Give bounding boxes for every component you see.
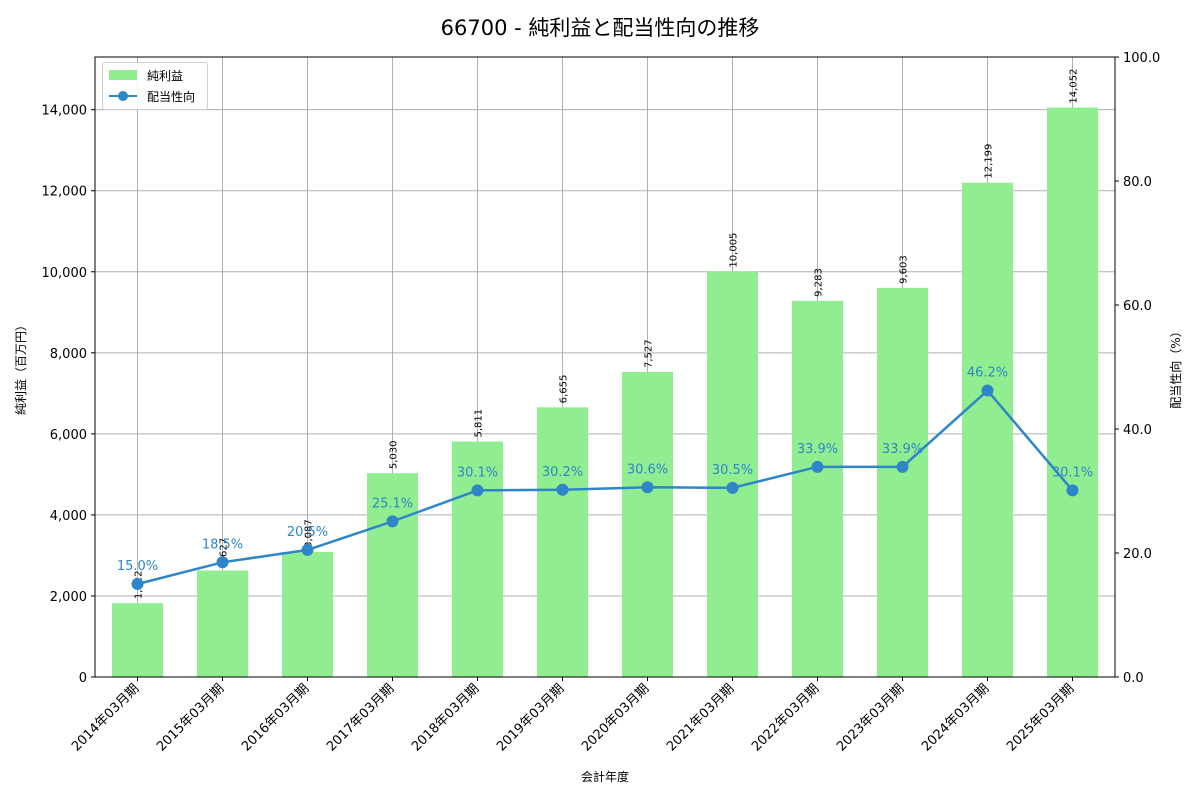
bar-net-income — [1047, 107, 1098, 677]
bar-net-income — [282, 551, 333, 677]
y2-tick-label: 20.0 — [1123, 547, 1152, 562]
payout-ratio-marker — [896, 460, 909, 473]
bar-value-label: 9,603 — [899, 255, 910, 284]
y-tick-label: 4,000 — [50, 509, 87, 524]
bar-net-income — [792, 300, 843, 677]
payout-ratio-marker — [1066, 484, 1079, 497]
legend-label: 純利益 — [147, 68, 184, 83]
y-axis-label: 純利益（百万円） — [14, 319, 28, 415]
x-tick-label: 2023年03月期 — [834, 681, 907, 754]
bar-value-label: 12,199 — [984, 144, 995, 179]
legend-item-net-income: 純利益 — [109, 66, 183, 84]
plot-frame — [94, 56, 1116, 678]
x-tick-label: 2022年03月期 — [749, 681, 822, 754]
bar-net-income — [877, 287, 928, 677]
bar-net-income — [622, 371, 673, 677]
legend-label: 配当性向 — [147, 89, 196, 104]
bar-value-label: 14,052 — [1069, 69, 1080, 104]
x-tick-label: 2025年03月期 — [1004, 681, 1077, 754]
bar-swatch-icon — [109, 70, 137, 80]
payout-ratio-label: 15.0% — [117, 559, 158, 574]
payout-ratio-marker — [726, 481, 739, 494]
bar-value-label: 5,811 — [474, 409, 485, 438]
payout-ratio-marker — [301, 543, 314, 556]
payout-ratio-label: 46.2% — [967, 366, 1008, 381]
payout-ratio-label: 30.1% — [1052, 465, 1093, 480]
payout-ratio-marker — [641, 481, 654, 494]
y-tick-label: 0 — [79, 671, 87, 686]
y2-tick-label: 80.0 — [1123, 175, 1152, 190]
bar-value-label: 9,283 — [814, 268, 825, 297]
payout-ratio-marker — [216, 556, 229, 569]
bar-value-label: 7,527 — [644, 339, 655, 368]
y2-tick-label: 0.0 — [1123, 671, 1144, 686]
bar-value-label: 6,655 — [559, 375, 570, 404]
payout-ratio-label: 30.5% — [712, 463, 753, 478]
payout-ratio-label: 30.1% — [457, 465, 498, 480]
y-tick-label: 12,000 — [42, 185, 88, 200]
bar-net-income — [367, 473, 418, 677]
payout-ratio-label: 20.5% — [287, 525, 328, 540]
payout-ratio-label: 18.5% — [202, 537, 243, 552]
line-marker-swatch-icon — [109, 89, 137, 103]
y-tick-label: 14,000 — [42, 104, 88, 119]
x-axis-label: 会計年度 — [581, 769, 629, 784]
y-tick-label: 10,000 — [42, 266, 88, 281]
x-tick-label: 2021年03月期 — [664, 681, 737, 754]
payout-ratio-label: 30.6% — [627, 462, 668, 477]
x-tick-label: 2014年03月期 — [69, 681, 142, 754]
bar-value-label: 5,030 — [389, 441, 400, 470]
x-tick-label: 2020年03月期 — [579, 681, 652, 754]
payout-ratio-label: 33.9% — [882, 442, 923, 457]
x-tick-label: 2015年03月期 — [154, 681, 227, 754]
chart-title: 66700 - 純利益と配当性向の推移 — [440, 16, 760, 40]
bar-net-income — [707, 271, 758, 677]
payout-ratio-marker — [556, 483, 569, 496]
y-tick-label: 8,000 — [50, 347, 87, 362]
bar-net-income — [112, 603, 163, 677]
bar-value-label: 10,005 — [729, 233, 740, 268]
bar-value-label: 2,627 — [219, 538, 230, 567]
payout-ratio-marker — [981, 384, 994, 397]
payout-ratio-line — [137, 388, 1074, 586]
x-tick-label: 2024年03月期 — [919, 681, 992, 754]
bar-value-label: 3,087 — [304, 519, 315, 548]
x-tick-label: 2017年03月期 — [324, 681, 397, 754]
x-tick-label: 2019年03月期 — [494, 681, 567, 754]
payout-ratio-marker — [131, 578, 144, 590]
bar-net-income — [452, 441, 503, 677]
y-tick-label: 2,000 — [50, 590, 87, 605]
payout-ratio-label: 33.9% — [797, 442, 838, 457]
bar-net-income — [962, 182, 1013, 677]
bar-net-income — [537, 407, 588, 677]
payout-ratio-label: 25.1% — [372, 496, 413, 511]
x-tick-label: 2018年03月期 — [409, 681, 482, 754]
y2-tick-label: 40.0 — [1123, 423, 1152, 438]
y2-tick-label: 60.0 — [1123, 299, 1152, 314]
payout-ratio-marker — [386, 515, 399, 528]
payout-ratio-marker — [811, 460, 824, 473]
bar-net-income — [197, 570, 248, 677]
x-tick-label: 2016年03月期 — [239, 681, 312, 754]
y-tick-label: 6,000 — [50, 428, 87, 443]
legend: 純利益 配当性向 — [102, 62, 208, 110]
payout-ratio-label: 30.2% — [542, 465, 583, 480]
y2-tick-label: 100.0 — [1123, 51, 1160, 66]
payout-ratio-marker — [471, 484, 484, 497]
y2-axis-label: 配当性向（%） — [1168, 325, 1183, 408]
legend-item-payout-ratio: 配当性向 — [109, 87, 195, 105]
